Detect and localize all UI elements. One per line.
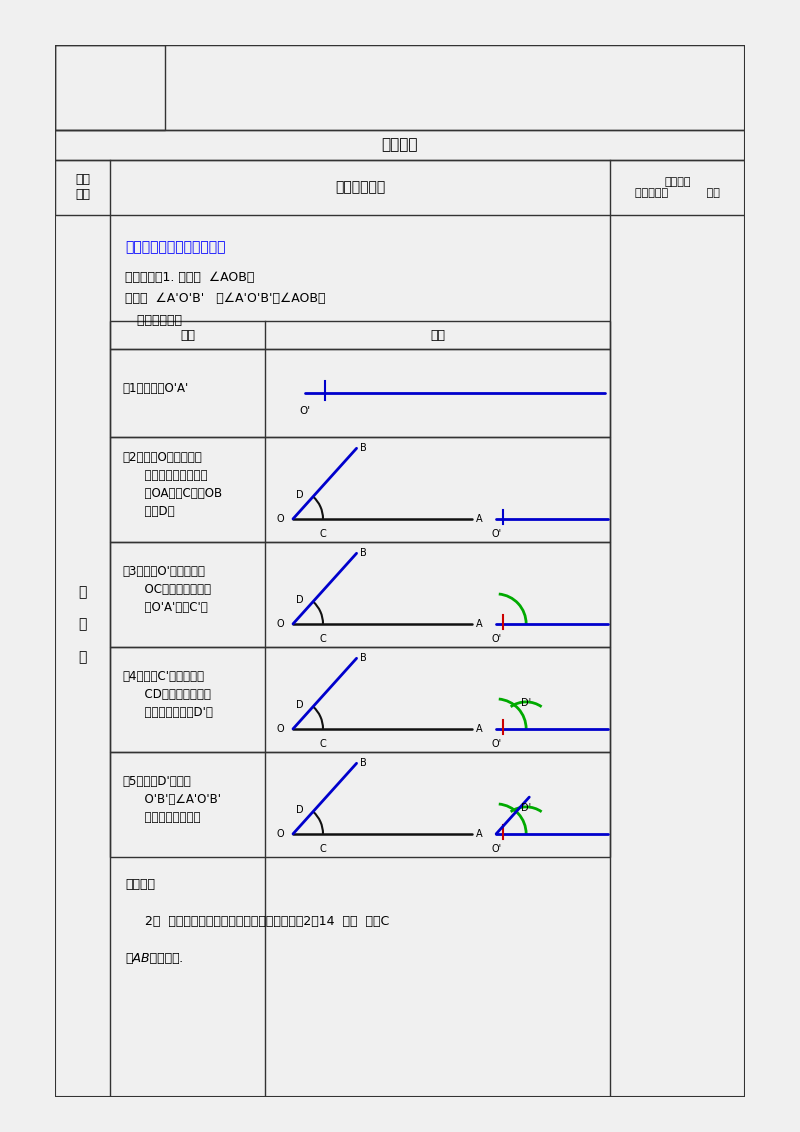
Text: 教学
环节: 教学 环节 [75, 173, 90, 201]
Text: B: B [359, 548, 366, 558]
Text: 课堂合作交流: 课堂合作交流 [335, 180, 385, 195]
Text: B: B [359, 758, 366, 769]
Text: O: O [276, 619, 284, 629]
Text: （2）以点O为圆心，以
      任意长为半径画弧，
      交OA于点C，交OB
      于点D；: （2）以点O为圆心，以 任意长为半径画弧， 交OA于点C，交OB 于点D； [122, 451, 222, 517]
Text: O: O [276, 514, 284, 524]
Text: 课中作业: 课中作业 [125, 878, 155, 892]
Text: C: C [320, 634, 326, 644]
Text: A: A [476, 723, 482, 734]
Text: 用尺规作一个角等于已知角: 用尺规作一个角等于已知角 [125, 240, 226, 254]
Text: O': O' [491, 739, 502, 749]
Text: D: D [296, 490, 304, 499]
Text: B: B [359, 653, 366, 663]
Text: A: A [476, 514, 482, 524]
Text: （4）以点C'为圆心，以
      CD长为半径画弧，
      交前面的弧于点D'；: （4）以点C'为圆心，以 CD长为半径画弧， 交前面的弧于点D'； [122, 670, 213, 719]
Text: O': O' [491, 634, 502, 644]
Text: C: C [320, 739, 326, 749]
Bar [55, 130, 745, 160]
Bar [55, 45, 165, 130]
Text: 活动内容：1. 已知：  ∠AOB。: 活动内容：1. 已知： ∠AOB。 [125, 271, 254, 283]
Bar [110, 437, 610, 542]
Text: 环

节

一: 环 节 一 [78, 585, 86, 663]
Text: O': O' [299, 406, 310, 415]
Bar [55, 45, 745, 130]
Text: O: O [276, 829, 284, 839]
Text: （3）以点O'为圆心，以
      OC长为半径画弧，
      交O'A'于点C'；: （3）以点O'为圆心，以 OC长为半径画弧， 交O'A'于点C'； [122, 565, 211, 614]
Text: O: O [276, 723, 284, 734]
Text: D: D [296, 700, 304, 710]
Bar [110, 349, 610, 437]
Text: A: A [476, 829, 482, 839]
Bar [110, 648, 610, 752]
Text: 教学过程: 教学过程 [382, 137, 418, 153]
Text: 作法: 作法 [180, 328, 195, 342]
Text: （5）过点D'作射线
      O'B'。∠A'O'B'
      就是所求作的角。: （5）过点D'作射线 O'B'。∠A'O'B' 就是所求作的角。 [122, 774, 221, 824]
Text: B: B [359, 444, 366, 453]
Text: D: D [296, 594, 304, 604]
Bar [110, 752, 610, 857]
Text: （1）作射线O'A': （1）作射线O'A' [122, 383, 188, 395]
Text: D': D' [522, 803, 531, 813]
Text: 作法与示范：: 作法与示范： [125, 315, 182, 327]
Bar [110, 542, 610, 648]
Text: O': O' [491, 843, 502, 854]
Text: D: D [296, 805, 304, 815]
Text: 示范: 示范 [430, 328, 445, 342]
Text: 二次备课
（修改人：           ）。: 二次备课 （修改人： ）。 [635, 177, 720, 198]
Text: C: C [320, 529, 326, 539]
Bar [55, 160, 745, 215]
Text: D': D' [522, 697, 531, 708]
Bar [110, 321, 610, 349]
Text: A: A [476, 619, 482, 629]
Text: 作AB的平行线.: 作AB的平行线. [125, 952, 184, 964]
Text: O': O' [491, 529, 502, 539]
Text: C: C [320, 843, 326, 854]
Text: 求作：  ∠A'O'B'   使∠A'O'B'＝∠AOB。: 求作： ∠A'O'B' 使∠A'O'B'＝∠AOB。 [125, 292, 326, 306]
Text: 2．  请用没有刻度的直尺和圆规，在课本的图2－14  中，  过点C: 2． 请用没有刻度的直尺和圆规，在课本的图2－14 中， 过点C [125, 915, 390, 928]
